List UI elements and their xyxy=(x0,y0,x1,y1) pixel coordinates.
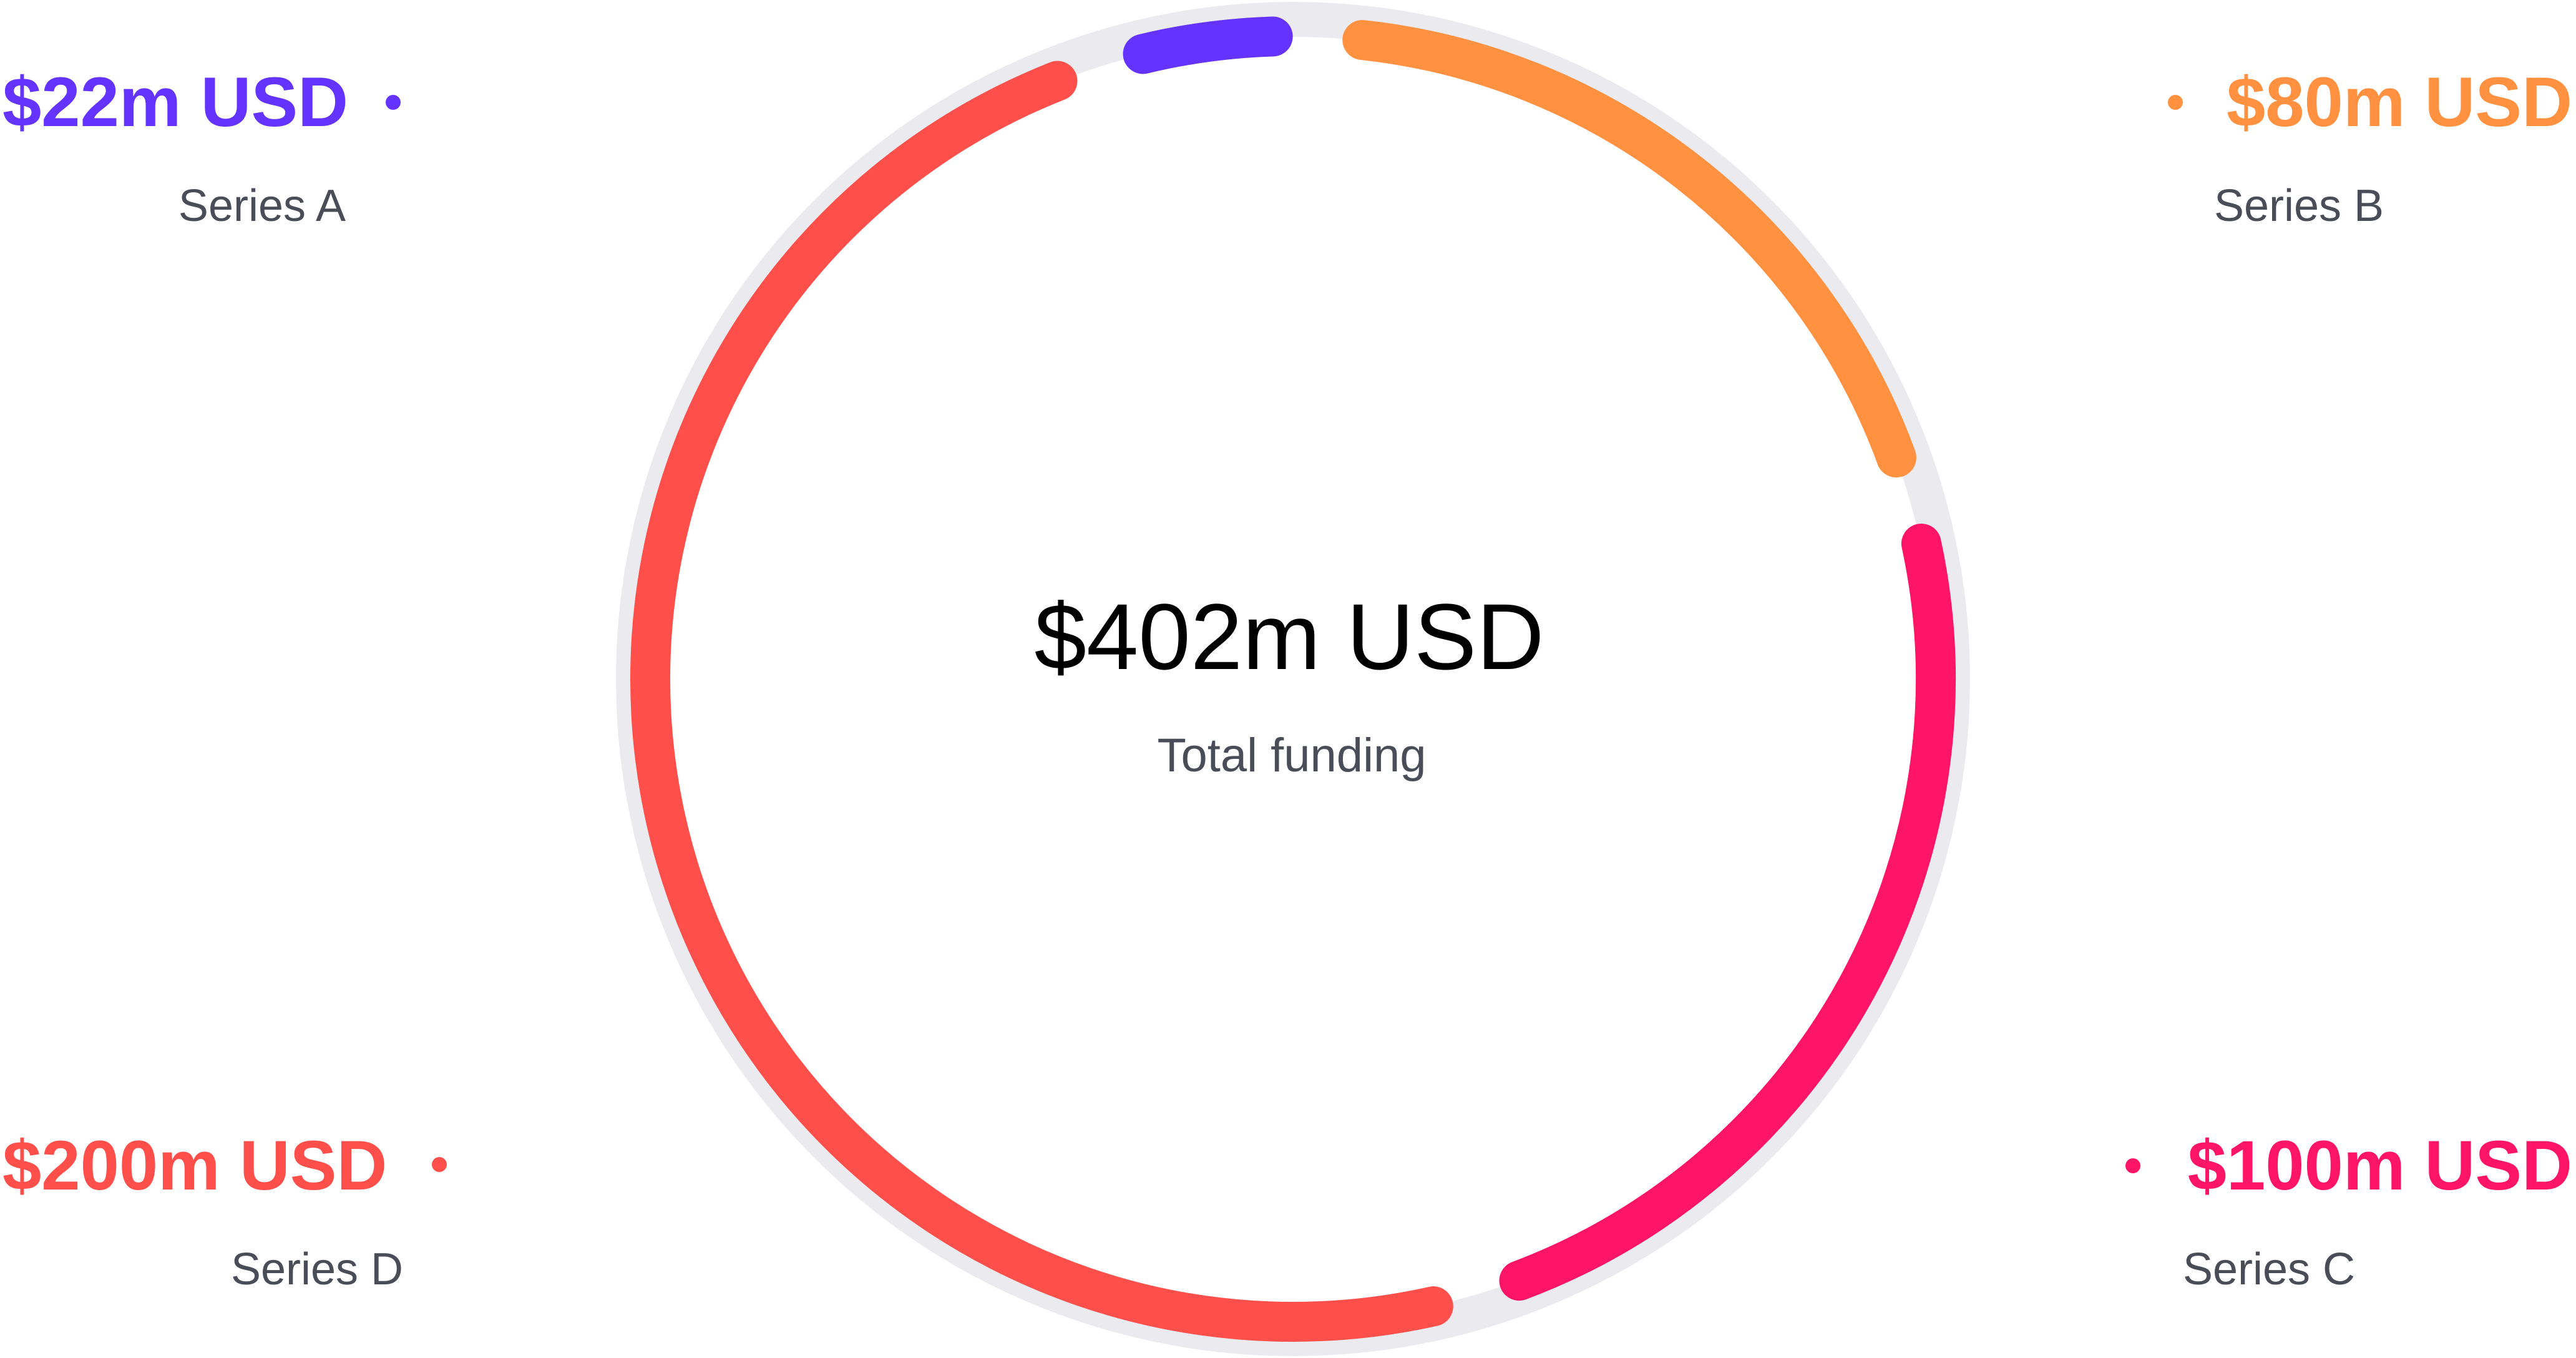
series-c-label: Series C xyxy=(2183,1244,2355,1294)
total-funding-label: Total funding xyxy=(1158,729,1427,782)
series-a-label: Series A xyxy=(178,181,346,231)
series-b-value: $80m USD xyxy=(2227,63,2572,141)
arc-series-a xyxy=(1123,16,1293,74)
leader-lines xyxy=(386,95,2183,1173)
total-funding-value: $402m USD xyxy=(1034,584,1544,689)
leader-dot-series-b xyxy=(2168,95,2183,110)
donut-arcs xyxy=(630,16,1956,1342)
donut-center: $402m USD Total funding xyxy=(1034,584,1544,782)
callout-series-b: $80m USD Series B xyxy=(2214,63,2572,231)
leader-dot-series-c xyxy=(2125,1158,2140,1173)
series-c-value: $100m USD xyxy=(2188,1126,2572,1204)
leader-dot-series-d xyxy=(432,1157,447,1172)
callout-series-c: $100m USD Series C xyxy=(2183,1126,2572,1294)
arc-series-c xyxy=(1499,524,1956,1301)
callout-series-d: $200m USD Series D xyxy=(2,1126,403,1294)
series-a-value: $22m USD xyxy=(2,63,348,141)
leader-dot-series-a xyxy=(386,95,401,110)
series-d-value: $200m USD xyxy=(2,1126,387,1204)
series-d-label: Series D xyxy=(231,1244,403,1294)
callout-series-a: $22m USD Series A xyxy=(2,63,348,231)
arc-series-d xyxy=(630,61,1453,1342)
arc-series-b xyxy=(1342,20,1916,478)
series-b-label: Series B xyxy=(2214,181,2384,231)
